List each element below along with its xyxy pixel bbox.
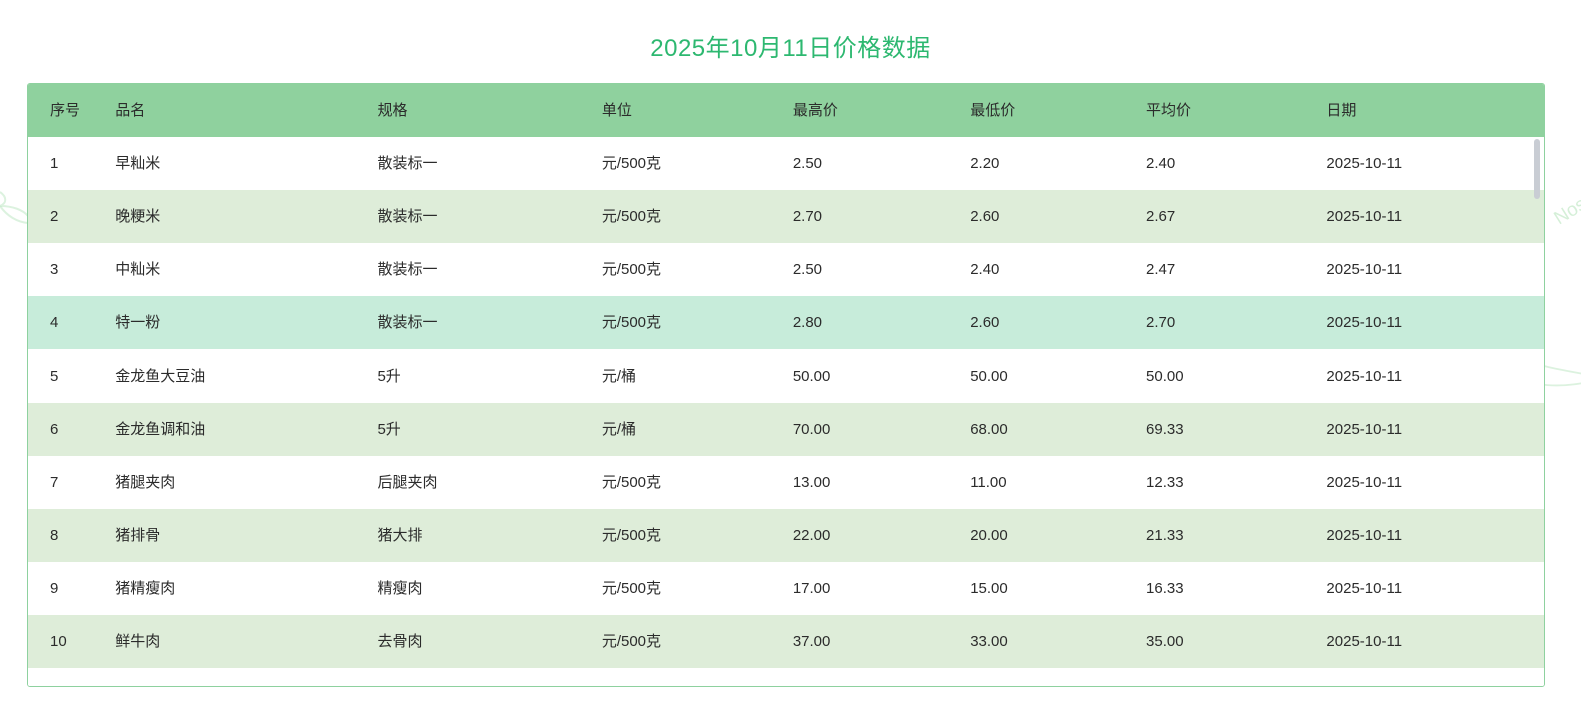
svg-text:Nos: Nos	[1551, 194, 1581, 230]
